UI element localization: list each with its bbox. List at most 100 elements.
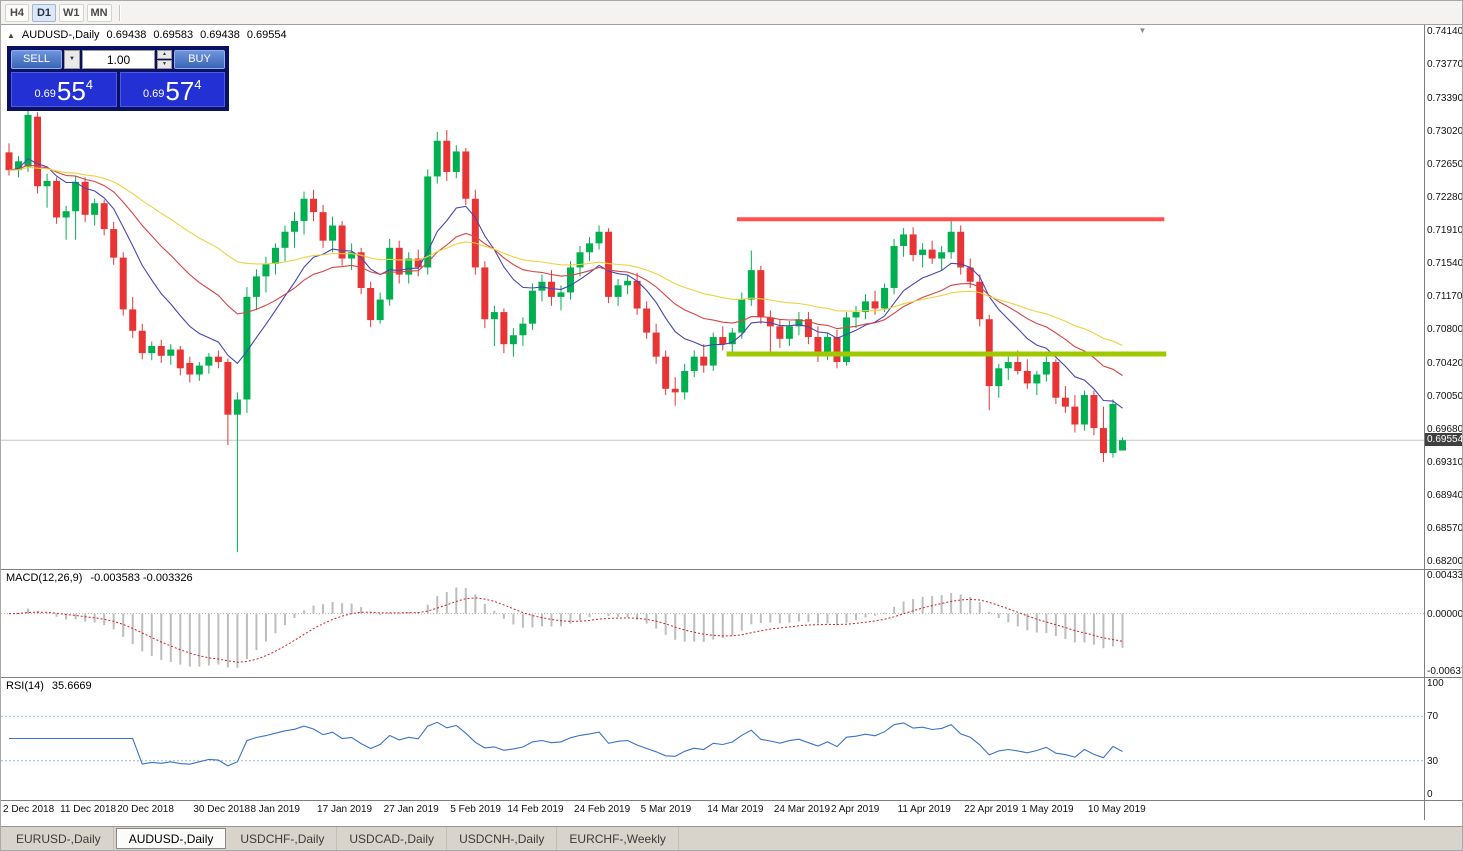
- rsi-label: RSI(14) 35.6669: [6, 680, 92, 692]
- price-axis-label: 0.74140: [1427, 26, 1462, 37]
- main-chart-pane: ▲ AUDUSD-,Daily 0.69438 0.69583 0.69438 …: [1, 25, 1462, 570]
- rsi-axis-label: 0: [1427, 789, 1433, 800]
- chart-tab-audusd-daily[interactable]: AUDUSD-,Daily: [115, 828, 227, 849]
- timeframe-button-d1[interactable]: D1: [32, 3, 56, 22]
- chart-symbol-label: AUDUSD-,Daily: [21, 29, 100, 41]
- rsi-axis-label: 100: [1427, 678, 1444, 689]
- chart-shift-marker[interactable]: ▼: [1138, 26, 1147, 35]
- rsi-chart: [1, 715, 1424, 767]
- chart-tab-usdcnh-daily[interactable]: USDCNH-,Daily: [447, 827, 558, 850]
- rsi-plot[interactable]: RSI(14) 35.6669: [1, 678, 1424, 800]
- date-label: 14 Mar 2019: [707, 804, 764, 815]
- volume-dropdown-icon[interactable]: ▼: [64, 50, 80, 69]
- date-label: 5 Feb 2019: [450, 804, 501, 815]
- sell-pips: 55: [56, 76, 86, 106]
- date-axis[interactable]: 2 Dec 2018 11 Dec 2018 20 Dec 2018 30 Dec 2…: [1, 801, 1424, 820]
- macd-axis-label: -0.006373: [1427, 666, 1462, 677]
- macd-axis-label: 0.004331: [1427, 570, 1462, 581]
- buy-price-tile[interactable]: 0.69 57 4: [119, 72, 225, 107]
- price-axis-label: 0.68940: [1427, 489, 1462, 501]
- one-click-prices-row: 0.69 55 4 0.69 57 4: [11, 72, 225, 107]
- date-label: 30 Dec 2018: [193, 804, 251, 815]
- rsi-value: 35.6669: [51, 680, 92, 692]
- date-label: 14 Feb 2019: [507, 804, 564, 815]
- price-axis-label: 0.69310: [1427, 456, 1462, 468]
- macd-chart: [1, 587, 1424, 668]
- timeframe-button-mn[interactable]: MN: [86, 3, 112, 22]
- chart-window: ▲ AUDUSD-,Daily 0.69438 0.69583 0.69438 …: [1, 25, 1462, 826]
- one-click-controls-row: SELL ▼ ▲ ▼ BUY: [11, 50, 225, 69]
- ohlc-close: 0.69554: [246, 29, 287, 41]
- price-axis-label: 0.70050: [1427, 390, 1462, 402]
- macd-plot[interactable]: MACD(12,26,9) -0.003583 -0.003326: [1, 570, 1424, 677]
- chart-tab-eurchf-weekly[interactable]: EURCHF-,Weekly: [557, 827, 679, 850]
- candlestick-chart[interactable]: [1, 25, 1424, 569]
- sell-price-tile[interactable]: 0.69 55 4: [11, 72, 117, 107]
- chart-tab-usdcad-daily[interactable]: USDCAD-,Daily: [337, 827, 448, 850]
- chart-tab-usdchf-daily[interactable]: USDCHF-,Daily: [228, 827, 338, 850]
- sell-button[interactable]: SELL: [11, 50, 62, 69]
- timeframe-toolbar: H4 D1 W1 MN: [1, 1, 1462, 25]
- main-plot[interactable]: ▲ AUDUSD-,Daily 0.69438 0.69583 0.69438 …: [1, 25, 1424, 569]
- price-axis[interactable]: 0.74140 0.73770 0.73390 0.73020 0.72650 0.722…: [1424, 25, 1462, 569]
- buy-pips: 57: [165, 76, 195, 106]
- date-label: 27 Jan 2019: [383, 804, 439, 815]
- collapse-panel-icon[interactable]: ▲: [7, 30, 15, 40]
- date-label: 24 Feb 2019: [574, 804, 631, 815]
- macd-axis[interactable]: 0.004331 0.000000 -0.006373: [1424, 570, 1462, 677]
- rsi-axis-label: 70: [1427, 711, 1439, 723]
- price-axis-label: 0.72650: [1427, 158, 1462, 170]
- rsi-pane: RSI(14) 35.6669 100 70 30 0: [1, 678, 1462, 801]
- date-label: 2 Dec 2018: [3, 804, 55, 815]
- date-label: 10 May 2019: [1087, 804, 1146, 815]
- buy-pipette: 4: [194, 77, 202, 92]
- macd-axis-label: 0.000000: [1427, 608, 1462, 620]
- macd-values: -0.003583 -0.003326: [90, 572, 193, 584]
- macd-pane: MACD(12,26,9) -0.003583 -0.003326 0.0043…: [1, 570, 1462, 678]
- price-axis-label: 0.71170: [1427, 291, 1462, 302]
- timeframe-button-w1[interactable]: W1: [59, 3, 84, 22]
- price-axis-label: 0.68200: [1427, 556, 1462, 567]
- axis-corner: [1424, 801, 1462, 820]
- price-axis-label: 0.73390: [1427, 92, 1462, 104]
- chart-tab-eurusd-daily[interactable]: EURUSD-,Daily: [4, 827, 114, 850]
- date-label: 17 Jan 2019: [317, 804, 373, 815]
- macd-label: MACD(12,26,9) -0.003583 -0.003326: [6, 572, 193, 584]
- date-label: 8 Jan 2019: [250, 804, 300, 815]
- date-label: 11 Apr 2019: [897, 804, 951, 815]
- toolbar-separator: [118, 4, 121, 21]
- volume-spin-down-icon[interactable]: ▼: [157, 60, 172, 69]
- rsi-title: RSI(14): [6, 680, 44, 692]
- price-axis-label: 0.72280: [1427, 191, 1462, 203]
- date-label: 22 Apr 2019: [964, 804, 1019, 815]
- price-axis-label: 0.71910: [1427, 224, 1462, 236]
- price-axis-label: 0.69680: [1427, 423, 1462, 435]
- chart-header: ▲ AUDUSD-,Daily 0.69438 0.69583 0.69438 …: [7, 29, 287, 41]
- price-axis-label: 0.73020: [1427, 125, 1462, 137]
- date-axis-row: 2 Dec 2018 11 Dec 2018 20 Dec 2018 30 Dec 2…: [1, 801, 1462, 820]
- volume-spinner: ▲ ▼: [157, 50, 172, 69]
- price-axis-label: 0.71540: [1427, 257, 1462, 269]
- date-label: 1 May 2019: [1021, 804, 1074, 815]
- price-axis-label: 0.70420: [1427, 357, 1462, 369]
- ohlc-high: 0.69583: [153, 29, 194, 41]
- timeframe-button-h4[interactable]: H4: [5, 3, 29, 22]
- current-price-badge: 0.69554: [1425, 433, 1462, 447]
- volume-input[interactable]: [82, 50, 155, 69]
- ohlc-open: 0.69438: [106, 29, 147, 41]
- bottom-spacer: [1, 820, 1462, 826]
- rsi-axis[interactable]: 100 70 30 0: [1424, 678, 1462, 800]
- buy-button[interactable]: BUY: [174, 50, 225, 69]
- ohlc-low: 0.69438: [200, 29, 240, 41]
- date-label: 11 Dec 2018: [60, 804, 117, 815]
- chart-tabs: EURUSD-,Daily AUDUSD-,Daily USDCHF-,Daily U…: [1, 826, 1462, 850]
- date-label: 5 Mar 2019: [640, 804, 692, 815]
- timeframe-buttons: H4 D1 W1 MN: [5, 3, 112, 22]
- price-axis-label: 0.70800: [1427, 324, 1462, 335]
- sell-pipette: 4: [85, 77, 94, 92]
- date-label: 2 Apr 2019: [830, 804, 880, 815]
- sell-big-figure: 0.69: [34, 88, 56, 100]
- volume-spin-up-icon[interactable]: ▲: [157, 50, 172, 59]
- date-label: 24 Mar 2019: [773, 804, 831, 815]
